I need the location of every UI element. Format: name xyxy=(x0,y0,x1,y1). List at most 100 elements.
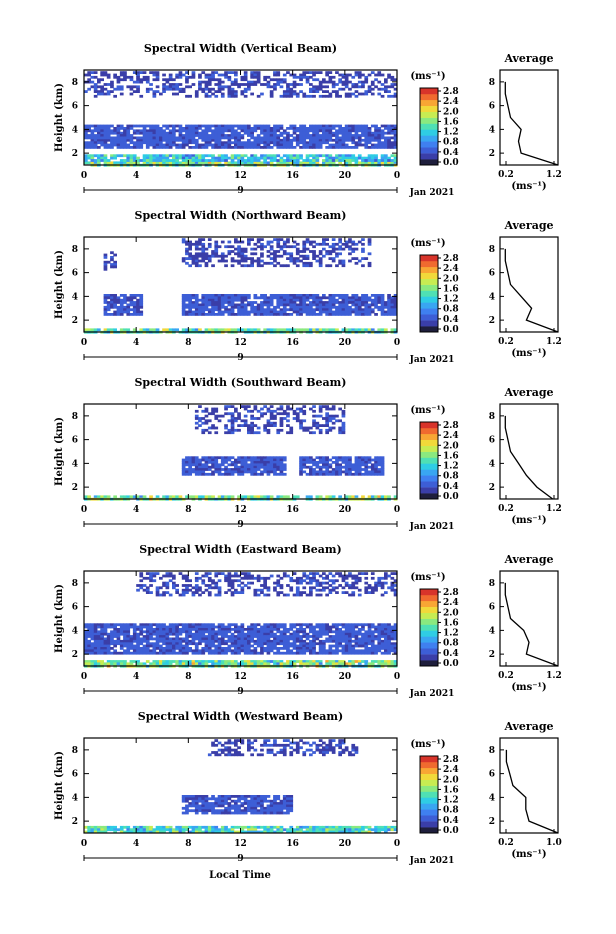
heatmap-cell xyxy=(123,628,127,631)
heatmap-cell xyxy=(175,139,179,142)
heatmap-cell xyxy=(126,296,130,299)
heatmap-cell xyxy=(361,304,365,307)
heatmap-cell xyxy=(169,85,173,88)
heatmap-cell xyxy=(175,647,179,650)
heatmap-cell xyxy=(273,157,277,160)
heatmap-cell xyxy=(120,647,124,650)
heatmap-cell xyxy=(263,429,267,432)
heatmap-cell xyxy=(364,296,368,299)
heatmap-cell xyxy=(201,313,205,316)
heatmap-cell xyxy=(325,129,329,132)
heatmap-cell xyxy=(325,424,329,427)
heatmap-cell xyxy=(224,154,228,157)
heatmap-cell xyxy=(374,306,378,309)
heatmap-cell xyxy=(107,495,111,498)
heatmap-cell xyxy=(267,328,271,331)
heatmap-cell xyxy=(195,459,199,462)
x-tick-label: 16 xyxy=(286,505,299,515)
heatmap-cell xyxy=(345,313,349,316)
heatmap-cell xyxy=(120,146,124,149)
x-tick-label: 20 xyxy=(339,338,352,348)
heatmap-cell xyxy=(247,328,251,331)
heatmap-cell xyxy=(104,154,108,157)
heatmap-cell xyxy=(117,78,121,81)
heatmap-cell xyxy=(205,154,209,157)
heatmap-cell xyxy=(263,628,267,631)
heatmap-cell xyxy=(136,90,140,93)
heatmap-cell xyxy=(283,630,287,633)
heatmap-cell xyxy=(263,642,267,645)
heatmap-cell xyxy=(201,628,205,631)
heatmap-cell xyxy=(123,662,127,665)
heatmap-cell xyxy=(257,417,261,420)
heatmap-cell xyxy=(263,405,267,408)
heatmap-cell xyxy=(355,495,359,498)
heatmap-cell xyxy=(355,146,359,149)
heatmap-cell xyxy=(250,304,254,307)
heatmap-cell xyxy=(381,134,385,137)
heatmap-cell xyxy=(120,137,124,140)
heatmap-cell xyxy=(205,95,209,98)
heatmap-cell xyxy=(276,127,280,130)
heatmap-cell xyxy=(283,311,287,314)
heatmap-cell xyxy=(205,649,209,652)
heatmap-cell xyxy=(364,93,368,96)
heatmap-cell xyxy=(254,252,258,255)
heatmap-cell xyxy=(299,471,303,474)
heatmap-cell xyxy=(338,95,342,98)
heatmap-cell xyxy=(254,311,258,314)
heatmap-cell xyxy=(302,630,306,633)
heatmap-cell xyxy=(169,146,173,149)
heatmap-cell xyxy=(94,88,98,91)
heatmap-cell xyxy=(244,71,248,74)
heatmap-cell xyxy=(162,635,166,638)
heatmap-cell xyxy=(250,635,254,638)
heatmap-cell xyxy=(293,328,297,331)
heatmap-cell xyxy=(306,647,310,650)
heatmap-cell xyxy=(182,630,186,633)
heatmap-cell xyxy=(361,157,365,160)
heatmap-cell xyxy=(143,129,147,132)
heatmap-cell xyxy=(299,638,303,641)
heatmap-cell xyxy=(185,468,189,471)
heatmap-cells xyxy=(84,238,397,333)
heatmap-cell xyxy=(270,412,274,415)
heatmap-cell xyxy=(195,262,199,265)
heatmap-cell xyxy=(110,137,114,140)
heatmap-cell xyxy=(201,626,205,629)
colorbar-unit: (ms⁻¹) xyxy=(410,238,445,249)
heatmap-cell xyxy=(351,134,355,137)
heatmap-cell xyxy=(126,139,130,142)
heatmap-cell xyxy=(172,139,176,142)
heatmap-cell xyxy=(312,459,316,462)
heatmap-cell xyxy=(91,144,95,147)
colorbar-swatch xyxy=(420,273,438,279)
heatmap-cell xyxy=(175,662,179,665)
heatmap-cell xyxy=(387,495,391,498)
heatmap-cell xyxy=(97,635,101,638)
heatmap-cell xyxy=(224,76,228,79)
heatmap-cell xyxy=(139,640,143,643)
heatmap-cell xyxy=(218,471,222,474)
average-x-tick-label: 0.2 xyxy=(498,504,514,514)
heatmap-cell xyxy=(130,301,134,304)
heatmap-cell xyxy=(302,635,306,638)
heatmap-cell xyxy=(263,638,267,641)
heatmap-cell xyxy=(263,137,267,140)
heatmap-cell xyxy=(234,638,238,641)
heatmap-cell xyxy=(185,127,189,130)
heatmap-cell xyxy=(267,638,271,641)
heatmap-cell xyxy=(296,95,300,98)
heatmap-cell xyxy=(345,245,349,248)
heatmap-cell xyxy=(289,245,293,248)
heatmap-cell xyxy=(391,78,395,81)
average-y-tick-label: 6 xyxy=(489,436,495,446)
heatmap-cell xyxy=(306,662,310,665)
heatmap-cell xyxy=(342,157,346,160)
heatmap-cell xyxy=(319,635,323,638)
average-x-tick-label: 0.2 xyxy=(498,337,514,347)
heatmap-cell xyxy=(267,461,271,464)
heatmap-cell xyxy=(391,76,395,79)
heatmap-cell xyxy=(296,83,300,86)
heatmap-cell xyxy=(329,306,333,309)
